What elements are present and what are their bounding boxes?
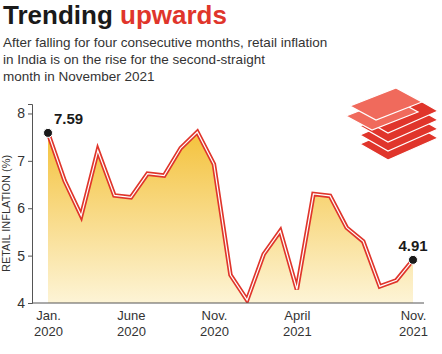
annotation: 4.91 xyxy=(398,237,427,254)
money-icon xyxy=(346,88,438,160)
x-tick-label-line: 2020 xyxy=(200,324,229,339)
x-tick-label: April2021 xyxy=(283,308,312,339)
y-tick: 5 xyxy=(17,248,32,264)
y-axis: 4 5 6 7 8 xyxy=(17,105,32,311)
x-tick-label-line: Jan. xyxy=(36,308,61,323)
title: Trending upwards xyxy=(3,0,227,30)
y-tick-mark xyxy=(28,113,32,114)
x-tick-label: Nov.2020 xyxy=(200,308,229,339)
y-tick-mark xyxy=(28,161,32,162)
x-tick-label-line: 2020 xyxy=(117,324,146,339)
x-tick-label: Nov.2021 xyxy=(399,308,428,339)
y-tick-label: 8 xyxy=(17,105,25,121)
point-marker xyxy=(44,128,53,137)
y-tick-label: 5 xyxy=(17,248,25,264)
x-tick-label-line: 2020 xyxy=(34,324,63,339)
x-tick: Nov.2021 xyxy=(399,303,428,339)
subtitle: in India is on the rise for the second-s… xyxy=(3,52,265,67)
x-axis: Jan.2020June2020Nov.2020April2021Nov.202… xyxy=(32,303,428,339)
y-tick: 6 xyxy=(17,200,32,216)
x-tick-label-line: Nov. xyxy=(401,308,427,323)
x-tick-label-line: 2021 xyxy=(283,324,312,339)
y-tick-label: 6 xyxy=(17,200,25,216)
y-tick-label: 7 xyxy=(17,153,25,169)
line-inner xyxy=(48,132,413,300)
subtitle: After falling for four consecutive month… xyxy=(3,35,327,50)
y-tick-mark xyxy=(28,208,32,209)
x-tick-label-line: Nov. xyxy=(202,308,228,323)
y-axis-title: RETAIL INFLATION (%) xyxy=(0,155,12,272)
y-tick: 7 xyxy=(17,153,32,169)
title-part: Trending xyxy=(3,0,120,30)
y-tick-mark xyxy=(28,256,32,257)
x-tick-label: Jan.2020 xyxy=(34,308,63,339)
x-tick-label-line: April xyxy=(284,308,310,323)
x-tick-label-line: June xyxy=(117,308,145,323)
y-tick-label: 4 xyxy=(17,295,25,311)
y-tick: 4 xyxy=(17,295,32,311)
area xyxy=(48,132,413,303)
chart: Trending upwards After falling for four c… xyxy=(0,0,442,354)
x-tick: Jan.2020 xyxy=(34,303,63,339)
money-bill xyxy=(350,88,422,120)
point-marker xyxy=(409,255,418,264)
x-tick-label: June2020 xyxy=(117,308,146,339)
y-tick: 8 xyxy=(17,105,32,121)
title-part: upwards xyxy=(120,0,227,30)
line xyxy=(48,132,413,300)
y-axis-line xyxy=(28,105,33,304)
x-tick: June2020 xyxy=(117,303,146,339)
y-tick-mark xyxy=(28,303,32,304)
subtitle: month in November 2021 xyxy=(3,69,155,84)
x-tick-label-line: 2021 xyxy=(399,324,428,339)
x-tick: April2021 xyxy=(283,303,312,339)
annotation: 7.59 xyxy=(54,110,83,127)
x-axis-line xyxy=(32,303,424,304)
plot-area xyxy=(48,132,413,303)
x-tick: Nov.2020 xyxy=(200,303,229,339)
